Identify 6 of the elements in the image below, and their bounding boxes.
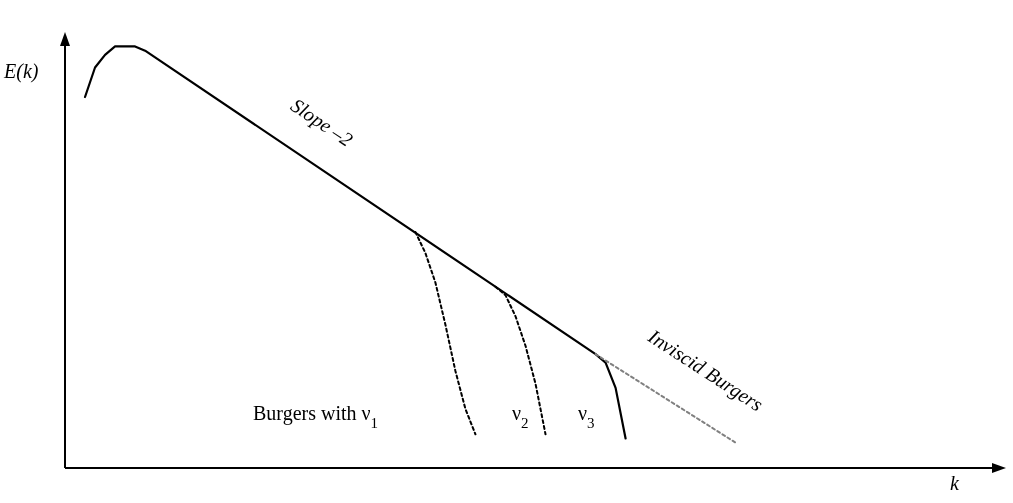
annotation: ν$_{3}$ xyxy=(578,402,595,431)
text: k xyxy=(950,472,960,494)
annotation: Burgers with ν$_{1}$ xyxy=(253,402,379,431)
annotation: ν$_{2}$ xyxy=(512,402,529,431)
annotation: Slope –2 xyxy=(286,93,357,152)
y-axis-title: E(k) xyxy=(3,60,39,83)
